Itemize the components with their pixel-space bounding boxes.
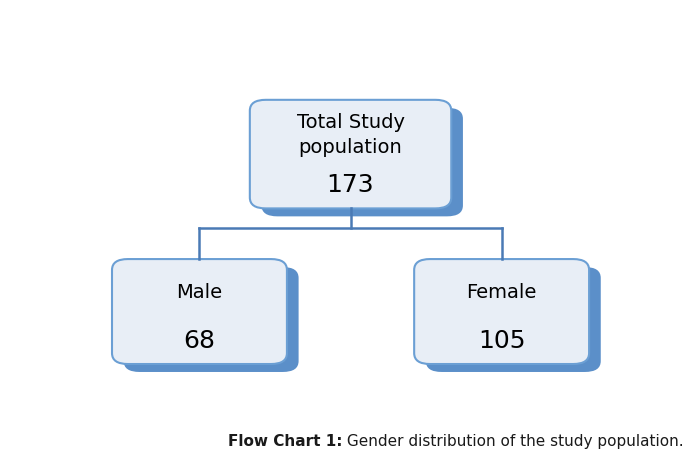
FancyBboxPatch shape [112,259,287,364]
Text: Male: Male [176,283,222,302]
FancyBboxPatch shape [415,259,589,364]
FancyBboxPatch shape [426,267,601,372]
FancyBboxPatch shape [250,100,451,208]
Text: Female: Female [466,283,537,302]
Text: 68: 68 [183,329,215,353]
FancyBboxPatch shape [124,267,299,372]
Text: 105: 105 [478,329,525,353]
Text: Gender distribution of the study population.: Gender distribution of the study populat… [342,434,683,449]
Text: Flow Chart 1:: Flow Chart 1: [0,469,1,470]
Text: Flow Chart 1:: Flow Chart 1: [228,434,342,449]
FancyBboxPatch shape [261,108,463,216]
Text: Total Study
population: Total Study population [297,113,404,157]
Text: 173: 173 [327,172,374,196]
